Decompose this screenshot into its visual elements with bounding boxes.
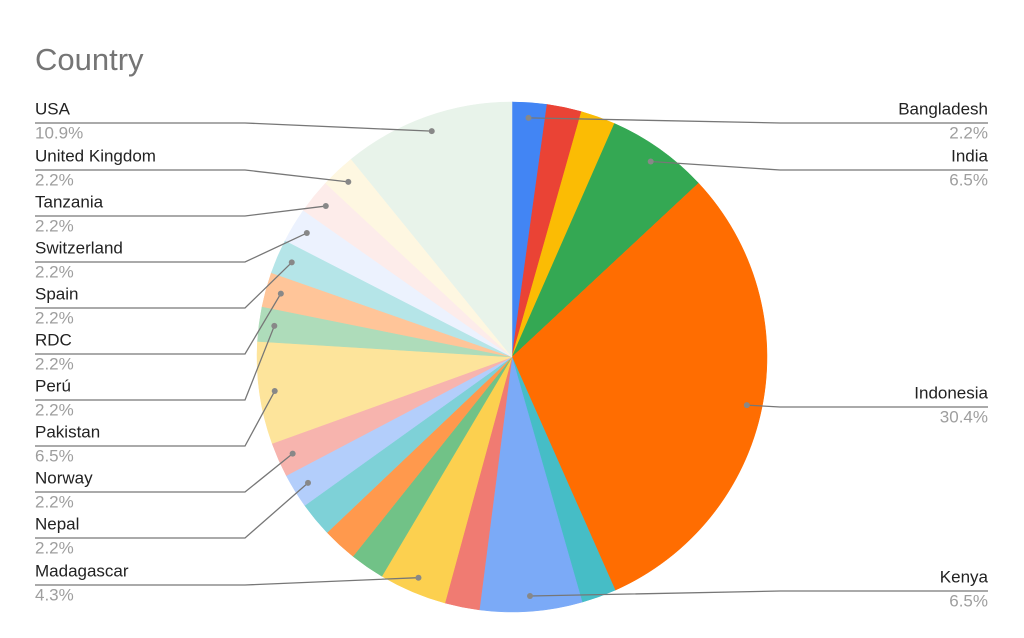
leader-line bbox=[35, 169, 349, 183]
leader-dot bbox=[743, 402, 750, 409]
slice-label: Nepal bbox=[35, 514, 79, 533]
slice-value-label: 2.2% bbox=[35, 400, 74, 419]
slice-label: Bangladesh bbox=[898, 99, 988, 118]
slice-value-label: 6.5% bbox=[35, 446, 74, 465]
leader-dot bbox=[527, 593, 534, 600]
slice-label: Switzerland bbox=[35, 238, 123, 257]
leader-dot bbox=[303, 230, 310, 237]
slice-value-label: 4.3% bbox=[35, 585, 74, 604]
leader-dot bbox=[415, 574, 422, 581]
pie-slice bbox=[350, 101, 513, 358]
slice-label: Indonesia bbox=[914, 383, 988, 402]
slice-label: RDC bbox=[35, 330, 72, 349]
leader-line bbox=[35, 577, 419, 586]
slice-label: Kenya bbox=[940, 567, 989, 586]
slice-value-label: 2.2% bbox=[949, 123, 988, 142]
leader-line bbox=[650, 160, 988, 171]
leader-line bbox=[35, 453, 294, 493]
slice-label: Perú bbox=[35, 376, 71, 395]
leader-dot bbox=[289, 450, 296, 457]
leader-line bbox=[529, 590, 988, 597]
slice-value-label: 2.2% bbox=[35, 216, 74, 235]
slice-value-label: 2.2% bbox=[35, 308, 74, 327]
slice-value-label: 2.2% bbox=[35, 354, 74, 373]
leader-line bbox=[35, 325, 275, 401]
slice-label: Spain bbox=[35, 284, 78, 303]
slice-label: India bbox=[951, 146, 988, 165]
leader-dot bbox=[271, 322, 278, 329]
leader-line bbox=[35, 232, 308, 263]
leader-dot bbox=[288, 259, 295, 266]
slice-value-label: 6.5% bbox=[949, 591, 988, 610]
leader-line bbox=[35, 482, 309, 539]
leader-dot bbox=[345, 178, 352, 185]
leader-dot bbox=[277, 290, 284, 297]
slice-value-label: 2.2% bbox=[35, 538, 74, 557]
slice-label: Madagascar bbox=[35, 561, 129, 580]
leader-line bbox=[35, 261, 293, 309]
leader-dot bbox=[271, 388, 278, 395]
leader-dot bbox=[305, 479, 312, 486]
leader-dot bbox=[322, 203, 329, 210]
slice-label: Pakistan bbox=[35, 422, 100, 441]
slice-label: USA bbox=[35, 99, 71, 118]
leader-line bbox=[35, 390, 276, 447]
slice-value-label: 2.2% bbox=[35, 170, 74, 189]
leader-dot bbox=[647, 158, 654, 165]
slice-value-label: 2.2% bbox=[35, 492, 74, 511]
chart-title: Country bbox=[35, 42, 144, 77]
slice-value-label: 10.9% bbox=[35, 123, 83, 142]
leader-line bbox=[528, 117, 988, 124]
slice-label: Tanzania bbox=[35, 192, 104, 211]
slice-value-label: 6.5% bbox=[949, 170, 988, 189]
slice-value-label: 2.2% bbox=[35, 262, 74, 281]
leader-line bbox=[746, 404, 988, 408]
pie-slice bbox=[511, 182, 768, 591]
leader-dot bbox=[525, 114, 532, 121]
leader-dot bbox=[428, 128, 435, 135]
slice-label: Norway bbox=[35, 468, 93, 487]
leader-line bbox=[35, 205, 326, 217]
slice-label: United Kingdom bbox=[35, 146, 156, 165]
leader-line bbox=[35, 293, 282, 355]
slice-value-label: 30.4% bbox=[940, 407, 988, 426]
leader-line bbox=[35, 122, 432, 132]
